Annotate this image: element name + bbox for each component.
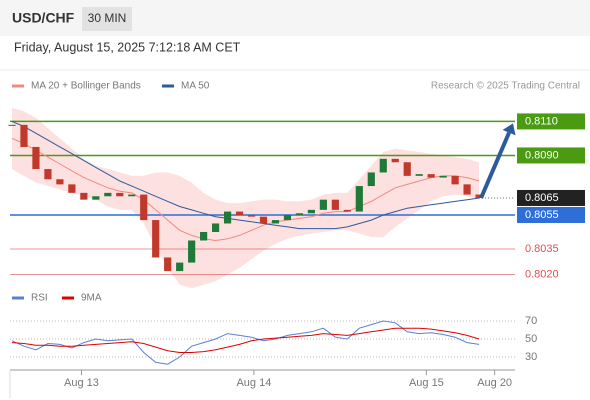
x-tick-label: Aug 13: [64, 377, 99, 389]
rsi-line: [11, 327, 480, 353]
ma-line: [11, 137, 480, 242]
candle: [32, 146, 40, 170]
candle: [212, 223, 220, 232]
candle: [427, 174, 435, 178]
candle: [259, 216, 268, 224]
candle: [200, 231, 208, 241]
candle: [331, 199, 339, 210]
candle: [164, 257, 172, 272]
level-label: 0.8035: [525, 243, 559, 255]
level-label: 0.8055: [525, 209, 559, 221]
candle: [247, 214, 256, 217]
x-tick-label: Aug 15: [409, 377, 444, 389]
candle: [343, 209, 351, 212]
candle: [355, 186, 363, 212]
candle: [415, 174, 423, 176]
candle: [44, 169, 52, 180]
level-label: 0.8090: [525, 149, 559, 161]
candle: [379, 158, 387, 173]
candle: [116, 192, 124, 197]
candle: [403, 162, 411, 176]
legend-label: MA 20 + Bollinger Bands: [31, 81, 141, 92]
candle: [475, 194, 483, 198]
legend-label: 9MA: [81, 293, 102, 304]
level-badge: [517, 147, 585, 164]
legend-label: MA 50: [181, 81, 210, 92]
candle: [188, 240, 196, 263]
ma-line: [11, 120, 480, 230]
candle: [283, 214, 292, 221]
rsi-line: [11, 320, 480, 365]
candle: [8, 124, 16, 126]
datetime: Friday, August 15, 2025 7:12:18 AM CET: [14, 40, 241, 54]
candle: [391, 158, 399, 163]
candle: [92, 196, 100, 200]
legend-label: RSI: [31, 293, 48, 304]
forecast-arrow: [479, 131, 511, 199]
current-price-label: 0.8065: [525, 192, 559, 204]
level-badge: [517, 206, 585, 223]
candle: [271, 220, 280, 224]
symbol: USD/CHF: [12, 10, 75, 26]
candle: [56, 179, 64, 185]
y-tick-label: 30: [525, 351, 537, 363]
candle: [140, 194, 148, 221]
candle: [223, 211, 232, 224]
candle: [104, 192, 112, 197]
candle: [367, 172, 375, 187]
forecast-arrowhead: [502, 123, 516, 136]
candle: [68, 184, 76, 193]
level-label: 0.8110: [525, 115, 558, 127]
candle: [80, 192, 88, 200]
level-badge: [517, 113, 585, 130]
candle: [439, 175, 447, 178]
y-tick-label: 70: [525, 315, 537, 327]
candle: [319, 199, 327, 210]
candle: [235, 211, 244, 215]
candle: [176, 262, 184, 272]
x-tick-label: Aug 14: [236, 377, 271, 389]
bollinger-band: [12, 107, 480, 289]
candle: [128, 194, 136, 197]
candle: [463, 184, 471, 195]
source: Research © 2025 Trading Central: [431, 81, 580, 92]
timeframe-badge: [82, 7, 132, 31]
level-label: 0.8020: [525, 268, 559, 280]
candle: [295, 213, 304, 215]
candle: [152, 220, 160, 258]
candle: [20, 124, 28, 147]
y-tick-label: 50: [525, 333, 537, 345]
current-price-badge: [517, 189, 585, 206]
x-tick-label: Aug 20: [477, 377, 512, 389]
timeframe: 30 MIN: [88, 11, 127, 25]
candle: [307, 209, 315, 214]
candle: [451, 175, 459, 185]
